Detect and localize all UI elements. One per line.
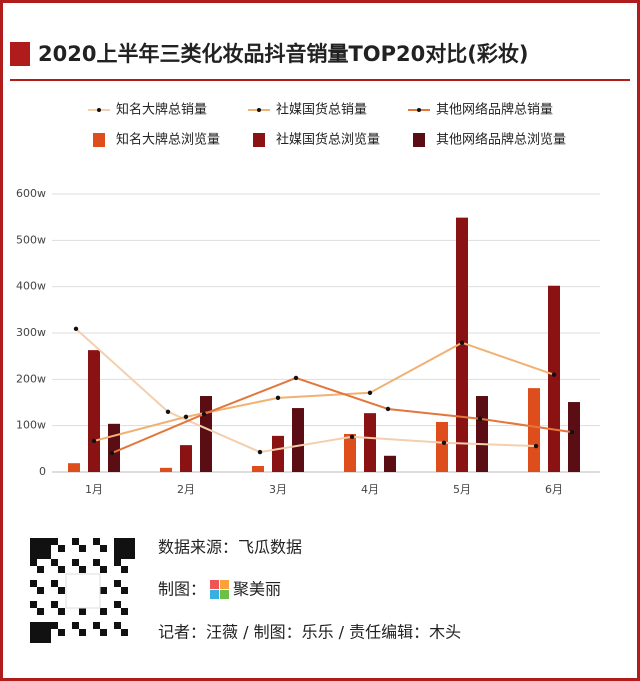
legend-label: 知名大牌总浏览量 bbox=[116, 132, 220, 148]
point bbox=[459, 340, 465, 345]
x-tick-label: 6月 bbox=[545, 483, 563, 496]
line bbox=[93, 341, 555, 442]
bar bbox=[384, 455, 396, 472]
source: 数据来源：飞瓜数据 bbox=[158, 538, 302, 557]
legend-label: 社媒国货总销量 bbox=[276, 102, 367, 118]
bar bbox=[568, 402, 580, 472]
bar bbox=[180, 445, 192, 472]
legend-dot bbox=[257, 108, 261, 112]
point bbox=[533, 443, 539, 449]
legend-label: 其他网络品牌总浏览量 bbox=[436, 132, 566, 148]
byline: 记者：汪薇 / 制图：乐乐 / 责任编辑：木头 bbox=[158, 623, 461, 642]
y-tick-label: 300w bbox=[16, 326, 46, 339]
point bbox=[183, 414, 189, 420]
point bbox=[349, 434, 355, 439]
brand-logo bbox=[210, 580, 229, 599]
x-tick-label: 1月 bbox=[85, 483, 103, 496]
x-tick-label: 3月 bbox=[269, 483, 287, 496]
legend-swatch bbox=[253, 133, 265, 147]
bar bbox=[528, 388, 540, 472]
credit-label: 制图： bbox=[158, 580, 206, 599]
point bbox=[257, 449, 263, 455]
y-tick-label: 500w bbox=[16, 233, 46, 246]
point bbox=[551, 372, 557, 377]
bar bbox=[160, 467, 172, 472]
point bbox=[165, 409, 171, 414]
y-tick-label: 400w bbox=[16, 280, 46, 293]
y-tick-label: 200w bbox=[16, 372, 46, 385]
x-tick-label: 5月 bbox=[453, 483, 471, 496]
bar bbox=[252, 465, 264, 472]
point bbox=[477, 416, 483, 421]
bar bbox=[88, 350, 100, 472]
bar bbox=[436, 421, 448, 472]
brand: 聚美丽 bbox=[233, 580, 281, 599]
bar bbox=[200, 396, 212, 472]
legend-label: 其他网络品牌总销量 bbox=[436, 102, 553, 118]
qr-code bbox=[30, 538, 135, 643]
line bbox=[75, 328, 537, 454]
legend-dot bbox=[97, 108, 101, 112]
point bbox=[367, 390, 373, 395]
point bbox=[275, 395, 281, 401]
point bbox=[385, 406, 391, 412]
bar bbox=[344, 434, 356, 472]
legend-label: 社媒国货总浏览量 bbox=[276, 132, 380, 148]
y-tick-label: 600w bbox=[16, 187, 46, 200]
bar bbox=[68, 463, 80, 472]
chart-title: 2020上半年三类化妆品抖音销量TOP20对比(彩妆) bbox=[38, 42, 528, 66]
y-tick-label: 0 bbox=[39, 465, 46, 478]
legend-dot bbox=[417, 108, 421, 112]
legend-swatch bbox=[413, 133, 425, 147]
x-tick-label: 2月 bbox=[177, 483, 195, 496]
point bbox=[569, 429, 575, 435]
point bbox=[293, 375, 299, 381]
point bbox=[91, 438, 97, 444]
title-marker bbox=[10, 42, 30, 66]
point bbox=[441, 440, 447, 446]
bar bbox=[548, 285, 560, 472]
bar bbox=[108, 423, 120, 472]
legend-label: 知名大牌总销量 bbox=[116, 102, 207, 118]
point bbox=[201, 411, 207, 417]
bar bbox=[476, 396, 488, 472]
point bbox=[109, 450, 115, 456]
qr-center bbox=[65, 573, 101, 609]
x-tick-label: 4月 bbox=[361, 483, 379, 496]
bar bbox=[292, 408, 304, 472]
bar bbox=[364, 413, 376, 472]
y-tick-label: 100w bbox=[16, 419, 46, 432]
point bbox=[73, 326, 79, 332]
bar bbox=[272, 435, 284, 472]
line bbox=[111, 376, 573, 454]
legend-swatch bbox=[93, 133, 105, 147]
